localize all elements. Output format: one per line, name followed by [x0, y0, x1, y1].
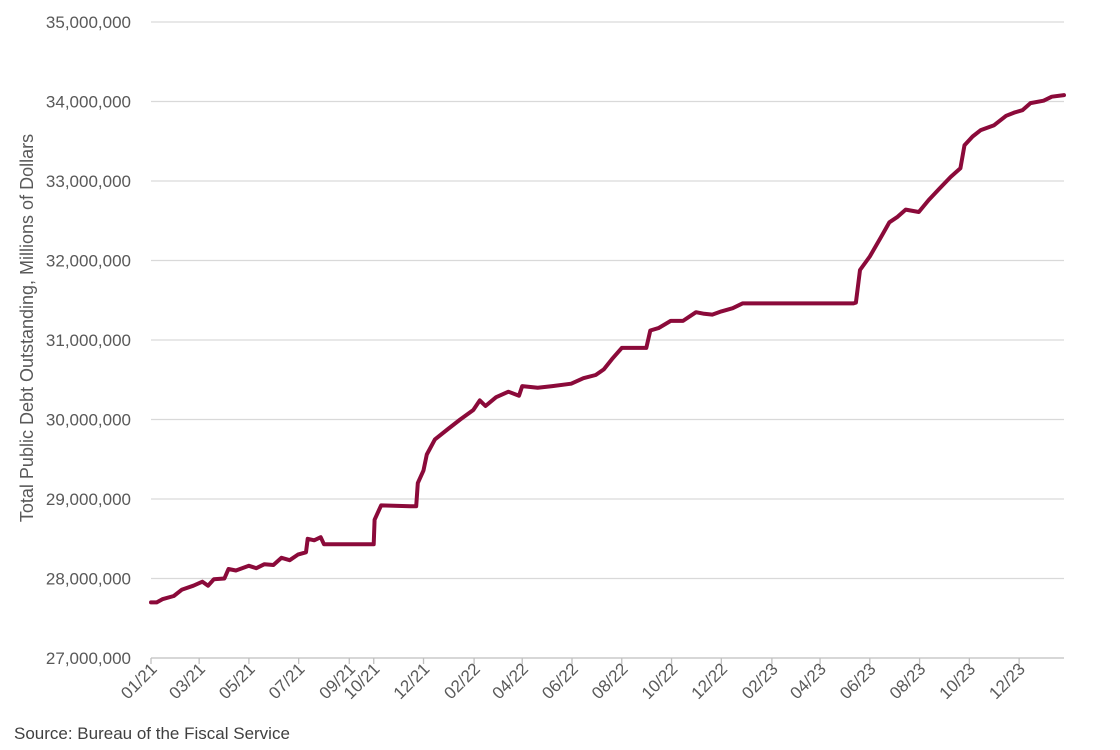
source-note: Source: Bureau of the Fiscal Service	[14, 724, 290, 743]
gridlines	[151, 21, 1064, 580]
x-tick-label: 10/23	[936, 659, 980, 703]
x-tick-label: 05/21	[215, 659, 259, 703]
x-tick-label: 04/22	[489, 659, 533, 703]
x-tick-label: 06/23	[836, 659, 880, 703]
x-tick-label: 03/21	[165, 659, 209, 703]
y-axis-tick-labels: 27,000,000 28,000,000 29,000,000 30,000,000…	[46, 13, 131, 668]
x-tick-label: 02/22	[440, 659, 484, 703]
y-tick-label: 34,000,000	[46, 93, 131, 112]
x-tick-label: 04/23	[786, 659, 830, 703]
line-chart: 27,000,000 28,000,000 29,000,000 30,000,000…	[17, 13, 1066, 703]
x-tick-label: 07/21	[265, 659, 309, 703]
y-tick-label: 33,000,000	[46, 172, 131, 191]
y-tick-label: 29,000,000	[46, 490, 131, 509]
x-tick-label: 12/21	[390, 659, 434, 703]
x-tick-label: 10/22	[638, 659, 682, 703]
debt-series-line	[149, 93, 1066, 605]
x-tick-label: 06/22	[538, 659, 582, 703]
y-tick-label: 31,000,000	[46, 331, 131, 350]
y-tick-label: 35,000,000	[46, 13, 131, 32]
y-axis-label: Total Public Debt Outstanding, Millions …	[17, 134, 37, 522]
x-tick-label: 12/22	[688, 659, 732, 703]
x-tick-label: 08/23	[886, 659, 930, 703]
y-tick-label: 32,000,000	[46, 252, 131, 271]
y-tick-label: 28,000,000	[46, 570, 131, 589]
y-tick-label: 27,000,000	[46, 649, 131, 668]
x-tick-label: 02/23	[738, 659, 782, 703]
y-tick-label: 30,000,000	[46, 411, 131, 430]
x-tick-label: 08/22	[588, 659, 632, 703]
x-tick-label: 12/23	[985, 659, 1029, 703]
